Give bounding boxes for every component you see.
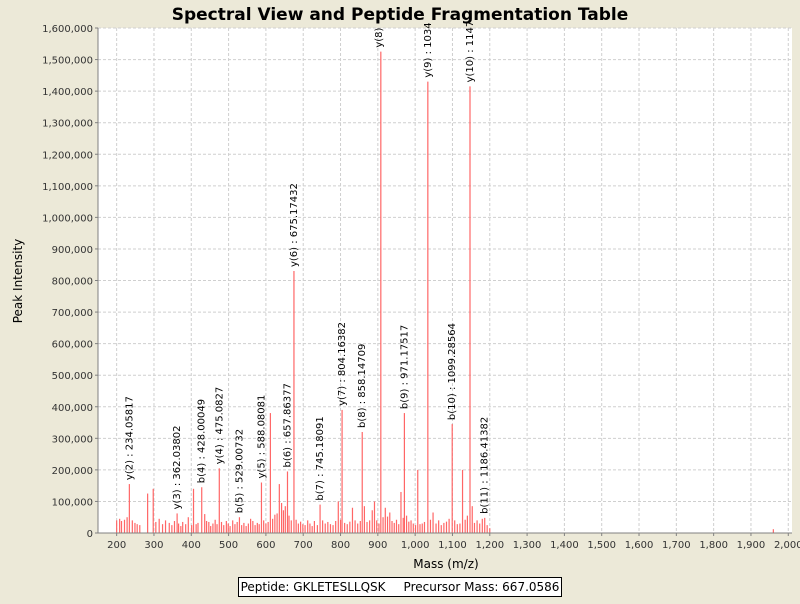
grid-lines [98,27,792,533]
precursor-mass-label: Precursor Mass: 667.0586 [403,580,560,594]
x-tick-label: 200 [107,540,126,551]
x-tick-label: 1,900 [737,540,766,551]
y-tick-label: 300,000 [52,434,93,445]
x-tick-label: 800 [331,540,350,551]
x-tick-label: 1,200 [475,540,504,551]
x-tick-label: 1,400 [550,540,579,551]
peak-annotations: y(2) : 234.05817 y(3) : 362.03802 b(4) : 4… [124,21,490,514]
axes: 0 100,000 200,000 300,000 400,000 500,000 600,… [42,24,800,551]
peak-annotation: b(6) : 657.86377 [282,383,293,467]
peak-annotation: y(6) : 675.17432 [289,183,300,267]
legend-box: Peptide: GKLETESLLQSK Precursor Mass: 66… [238,577,562,597]
peak-annotation: b(7) : 745.18091 [315,416,326,500]
peak-annotation: b(9) : 971.17517 [399,325,410,409]
y-tick-label: 1,300,000 [42,119,93,130]
y-tick-label: 1,500,000 [42,56,93,67]
chart-title: Spectral View and Peptide Fragmentation … [172,5,629,25]
peak-annotation: y(8) [374,27,385,47]
x-tick-label: 700 [294,540,313,551]
y-tick-label: 0 [87,529,93,540]
peak-annotation: y(7) : 804.16382 [337,322,348,406]
peak-annotation: b(4) : 428.00049 [197,399,208,483]
y-tick-label: 900,000 [52,245,93,256]
x-tick-label: 1,100 [438,540,467,551]
y-tick-label: 700,000 [52,308,93,319]
peak-annotation: y(3) : 362.03802 [172,426,183,510]
y-tick-label: 500,000 [52,371,93,382]
peak-annotation: y(4) : 475.0827 [214,387,225,465]
peak-annotation: y(9) : 1034 [423,22,434,77]
x-axis-label: Mass (m/z) [413,557,478,571]
y-tick-label: 1,400,000 [42,87,93,98]
x-tick-label: 1,500 [587,540,616,551]
x-tick-label: 1,600 [625,540,654,551]
peak-annotation: b(10) : 1099.28564 [447,323,458,420]
x-tick-label: 300 [144,540,163,551]
y-tick-label: 200,000 [52,466,93,477]
x-tick-label: 1,000 [401,540,430,551]
peak-annotation: y(10) : 1147 [465,21,476,83]
y-tick-label: 800,000 [52,277,93,288]
peak-annotation: y(2) : 234.05817 [124,396,135,480]
x-tick-label: 1,700 [662,540,691,551]
x-tick-label: 900 [368,540,387,551]
y-tick-label: 1,100,000 [42,182,93,193]
y-axis-label: Peak Intensity [11,239,25,324]
x-tick-label: 400 [182,540,201,551]
peak-annotation: b(11) : 1186.41382 [480,417,491,514]
y-tick-label: 1,200,000 [42,150,93,161]
y-tick-label: 100,000 [52,497,93,508]
y-tick-label: 1,600,000 [42,24,93,35]
y-tick-label: 400,000 [52,403,93,414]
x-tick-label: 600 [256,540,275,551]
x-tick-label: 2,000 [774,540,800,551]
peak-annotation: b(5) : 529.00732 [234,429,245,513]
x-tick-label: 1,800 [699,540,728,551]
peak-annotation: y(5) : 588.08081 [256,395,267,479]
x-tick-label: 500 [219,540,238,551]
peak-annotation: b(8) : 858.14709 [357,344,368,428]
peptide-label: Peptide: GKLETESLLQSK [240,580,386,594]
y-tick-label: 600,000 [52,340,93,351]
x-tick-label: 1,300 [513,540,542,551]
y-tick-label: 1,000,000 [42,213,93,224]
peak-series [116,51,774,533]
